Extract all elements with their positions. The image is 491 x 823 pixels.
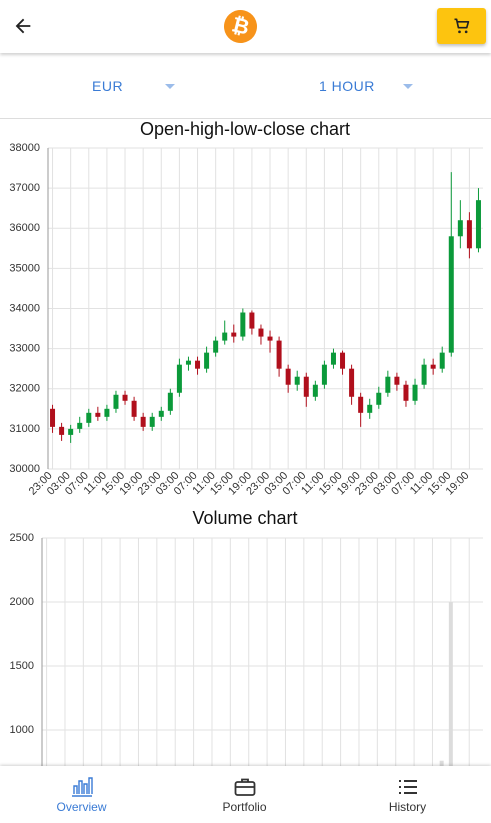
charts: Open-high-low-close chart 30000 31000 32000… — [9, 119, 483, 766]
y-tick-label: 1000 — [10, 724, 34, 736]
candle-body — [131, 400, 137, 417]
volume-bar — [448, 602, 453, 766]
candle-body — [149, 416, 155, 427]
y-tick-label: 2500 — [10, 532, 34, 544]
y-tick-label: 36000 — [9, 222, 40, 234]
candle-body — [249, 312, 255, 329]
portfolio-icon — [234, 778, 256, 796]
candle-body — [50, 408, 56, 427]
candle-body — [231, 332, 237, 337]
y-tick-label: 34000 — [9, 302, 40, 314]
nav-label: Overview — [56, 800, 107, 814]
bitcoin-logo: ₿ — [220, 6, 261, 47]
overview-icon — [72, 777, 93, 797]
interval-select[interactable]: 1 HOUR — [319, 78, 375, 94]
candle-body — [77, 422, 83, 429]
dropdown-caret — [165, 84, 175, 89]
y-tick-label: 1500 — [10, 660, 34, 672]
dropdown-caret — [403, 84, 413, 89]
candle-body — [158, 410, 164, 417]
back-button[interactable] — [12, 15, 34, 37]
candle-body — [276, 340, 282, 369]
candle-body — [457, 220, 463, 237]
nav-overview[interactable]: Overview — [0, 766, 163, 823]
cart-button[interactable] — [437, 8, 486, 44]
candle-body — [285, 368, 291, 385]
y-tick-label: 30000 — [9, 463, 40, 475]
candle-body — [104, 408, 110, 417]
candle-body — [385, 376, 391, 393]
nav-history[interactable]: History — [326, 766, 489, 823]
candle-body — [176, 364, 182, 393]
candle-body — [412, 384, 418, 401]
candle-body — [195, 360, 201, 369]
candle-body — [113, 394, 119, 409]
volume-bar — [439, 760, 444, 766]
nav-portfolio[interactable]: Portfolio — [163, 766, 326, 823]
candle-body — [367, 404, 373, 413]
candle-body — [312, 384, 318, 397]
candle-body — [122, 394, 128, 401]
y-tick-label: 2000 — [10, 596, 34, 608]
app-bar: ₿ — [0, 0, 491, 53]
candle-body — [330, 352, 336, 365]
candle-body — [303, 376, 309, 397]
nav-label: Portfolio — [222, 800, 267, 814]
candle-body — [222, 332, 228, 341]
candle-body — [294, 376, 300, 385]
candle-body — [86, 412, 92, 423]
candle-body — [475, 200, 481, 249]
candle-body — [358, 396, 364, 413]
selector-row: EUR 1 HOUR — [0, 54, 491, 119]
cart-icon — [454, 18, 470, 34]
candle-body — [185, 360, 191, 365]
y-tick-label: 33000 — [9, 343, 40, 355]
candle-body — [267, 336, 273, 341]
currency-select[interactable]: EUR — [92, 78, 124, 94]
candle-body — [140, 416, 146, 427]
candle-body — [68, 428, 74, 435]
y-tick-label: 37000 — [9, 182, 40, 194]
candle-body — [59, 426, 65, 435]
candle-body — [204, 352, 210, 369]
history-icon — [399, 780, 417, 794]
candle-body — [258, 328, 264, 337]
y-tick-label: 32000 — [9, 383, 40, 395]
candle-body — [421, 364, 427, 385]
y-tick-label: 38000 — [9, 142, 40, 154]
candle-body — [240, 312, 246, 337]
y-tick-label: 31000 — [9, 423, 40, 435]
candle-body — [349, 368, 355, 397]
candle-body — [340, 352, 346, 369]
y-tick-label: 35000 — [9, 262, 40, 274]
bottom-nav: Overview Portfolio History — [0, 766, 491, 823]
candle-body — [376, 392, 382, 405]
candle-body — [448, 236, 454, 353]
candle-body — [95, 412, 101, 417]
chart-title: Open-high-low-close chart — [140, 119, 350, 139]
candle-body — [167, 392, 173, 411]
candle-body — [394, 376, 400, 385]
nav-label: History — [388, 800, 427, 814]
candle-body — [403, 384, 409, 401]
candle-body — [321, 364, 327, 385]
candle-body — [213, 340, 219, 353]
chart-title: Volume chart — [192, 508, 297, 528]
candle-body — [439, 352, 445, 369]
candle-body — [466, 220, 472, 249]
candle-body — [430, 364, 436, 369]
